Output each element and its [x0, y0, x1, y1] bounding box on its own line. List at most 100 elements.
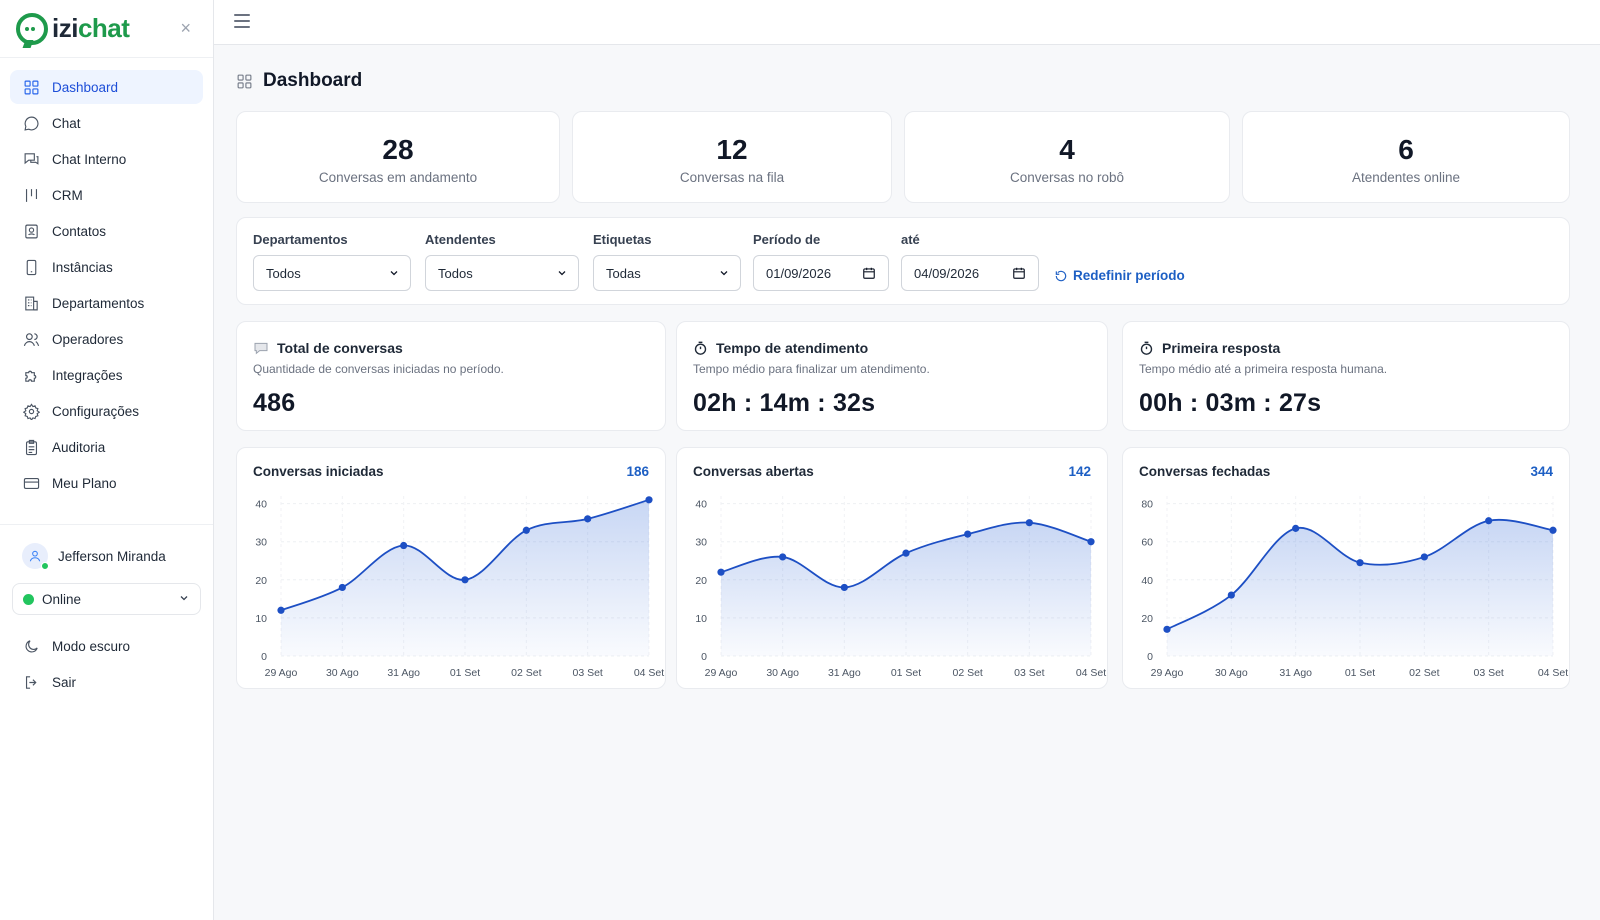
metric-value: 486: [253, 389, 296, 417]
sidebar-item-instancias[interactable]: Instâncias: [10, 250, 203, 284]
departamentos-select[interactable]: Todos: [253, 255, 411, 291]
status-select[interactable]: Online: [12, 583, 201, 615]
area-fill: [721, 522, 1091, 656]
data-point[interactable]: [1163, 625, 1171, 633]
sidebar-item-contatos[interactable]: Contatos: [10, 214, 203, 248]
chart-title: Conversas abertas: [693, 464, 814, 479]
y-tick-label: 20: [255, 575, 267, 587]
data-point[interactable]: [338, 583, 346, 592]
stat-value: 6: [1398, 134, 1414, 165]
data-point[interactable]: [461, 576, 469, 584]
metric-value: 00h : 03m : 27s: [1139, 389, 1322, 417]
chart-fechadas: 0 20 40 60 80 29 Ago 30 Ago 31 Ago 01 Set 02 Set 0…: [1141, 496, 1568, 679]
grid-icon: [236, 73, 253, 90]
periodo-de-input[interactable]: 01/09/2026: [753, 255, 889, 291]
metric-card-primeira-resposta: Primeira resposta Tempo médio até a prim…: [1122, 321, 1570, 431]
sidebar-item-dashboard[interactable]: Dashboard: [10, 70, 203, 104]
hamburger-menu-icon[interactable]: [234, 14, 250, 32]
data-point[interactable]: [1420, 553, 1428, 561]
y-tick-label: 0: [701, 651, 707, 663]
page-title-text: Dashboard: [263, 70, 363, 91]
x-tick-label: 31 Ago: [387, 667, 420, 679]
sidebar-item-label: Instâncias: [52, 259, 113, 275]
sidebar-item-crm[interactable]: CRM: [10, 178, 203, 212]
data-point[interactable]: [1356, 559, 1364, 567]
avatar: [22, 543, 49, 570]
etiquetas-select[interactable]: Todas: [593, 255, 741, 291]
data-point[interactable]: [779, 553, 787, 561]
area-fill: [281, 499, 649, 656]
sidebar-item-chat[interactable]: Chat: [10, 106, 203, 140]
grid-icon: [22, 78, 40, 96]
data-point[interactable]: [522, 526, 530, 534]
calendar-icon[interactable]: [862, 266, 876, 280]
refresh-icon: [1055, 270, 1067, 281]
chevron-down-icon: [558, 271, 566, 276]
calendar-icon[interactable]: [1012, 266, 1026, 280]
x-tick-label: 29 Ago: [265, 667, 298, 679]
metric-title-text: Tempo de atendimento: [716, 340, 869, 356]
x-tick-label: 30 Ago: [326, 667, 359, 679]
online-indicator: [41, 562, 49, 570]
sidebar-item-departamentos[interactable]: Departamentos: [10, 286, 203, 320]
sidebar-item-modo-escuro[interactable]: Modo escuro: [10, 629, 203, 663]
data-point[interactable]: [1025, 519, 1033, 527]
chart-title: Conversas iniciadas: [253, 464, 384, 479]
user-profile[interactable]: Jefferson Miranda: [0, 535, 213, 577]
logo-icon: [16, 12, 48, 45]
sidebar-item-integracoes[interactable]: Integrações: [10, 358, 203, 392]
sidebar-item-configuracoes[interactable]: Configurações: [10, 394, 203, 428]
data-point[interactable]: [645, 496, 653, 504]
close-sidebar-button[interactable]: ×: [180, 18, 191, 38]
stat-label: Conversas em andamento: [318, 170, 478, 185]
date-value: 04/09/2026: [914, 265, 980, 281]
sidebar-item-sair[interactable]: Sair: [10, 665, 203, 699]
data-point[interactable]: [277, 606, 285, 614]
y-tick-label: 10: [695, 613, 707, 625]
stat-value: 12: [716, 134, 748, 165]
data-point[interactable]: [717, 568, 725, 576]
filter-periodo-de: Período de 01/09/2026: [753, 232, 889, 291]
data-point[interactable]: [840, 583, 848, 592]
sidebar-item-label: Chat: [52, 115, 81, 131]
x-tick-label: 04 Set: [1076, 667, 1106, 679]
logo-text-izi: izi: [52, 13, 78, 43]
filter-label: Etiquetas: [593, 232, 652, 247]
sidebar-item-label: Integrações: [52, 367, 123, 383]
stat-label: Conversas na fila: [679, 170, 785, 185]
metric-title: Tempo de atendimento: [693, 340, 868, 356]
data-point[interactable]: [400, 541, 408, 550]
sidebar-item-operadores[interactable]: Operadores: [10, 322, 203, 356]
data-point[interactable]: [584, 515, 592, 523]
data-point[interactable]: [902, 549, 910, 557]
x-tick-label: 03 Set: [1473, 667, 1503, 679]
chevron-down-icon: [720, 271, 728, 276]
x-tick-label: 02 Set: [1409, 667, 1439, 679]
data-point[interactable]: [964, 530, 972, 538]
puzzle-icon: [22, 366, 40, 384]
ate-input[interactable]: 04/09/2026: [901, 255, 1039, 291]
sidebar-item-auditoria[interactable]: Auditoria: [10, 430, 203, 464]
x-tick-label: 04 Set: [634, 667, 664, 679]
stat-value: 4: [1059, 134, 1075, 165]
y-tick-label: 30: [695, 537, 707, 549]
y-tick-label: 80: [1141, 499, 1153, 511]
data-point[interactable]: [1485, 517, 1493, 525]
sidebar-item-label: Meu Plano: [52, 475, 117, 491]
sidebar-item-chat-interno[interactable]: Chat Interno: [10, 142, 203, 176]
logo-text: izichat: [52, 13, 130, 44]
data-point[interactable]: [1549, 526, 1557, 534]
select-value: Todos: [438, 265, 473, 281]
filter-etiquetas: Etiquetas Todas: [593, 232, 741, 291]
reset-period-button[interactable]: Redefinir período: [1054, 268, 1185, 283]
topbar: [214, 0, 1600, 45]
users-icon: [22, 330, 40, 348]
data-point[interactable]: [1227, 591, 1235, 599]
sidebar-item-meu-plano[interactable]: Meu Plano: [10, 466, 203, 500]
y-tick-label: 40: [695, 499, 707, 511]
data-point[interactable]: [1087, 538, 1095, 546]
data-point[interactable]: [1292, 524, 1300, 532]
y-tick-label: 40: [255, 499, 267, 511]
atendentes-select[interactable]: Todos: [425, 255, 579, 291]
credit-card-icon: [22, 474, 40, 492]
